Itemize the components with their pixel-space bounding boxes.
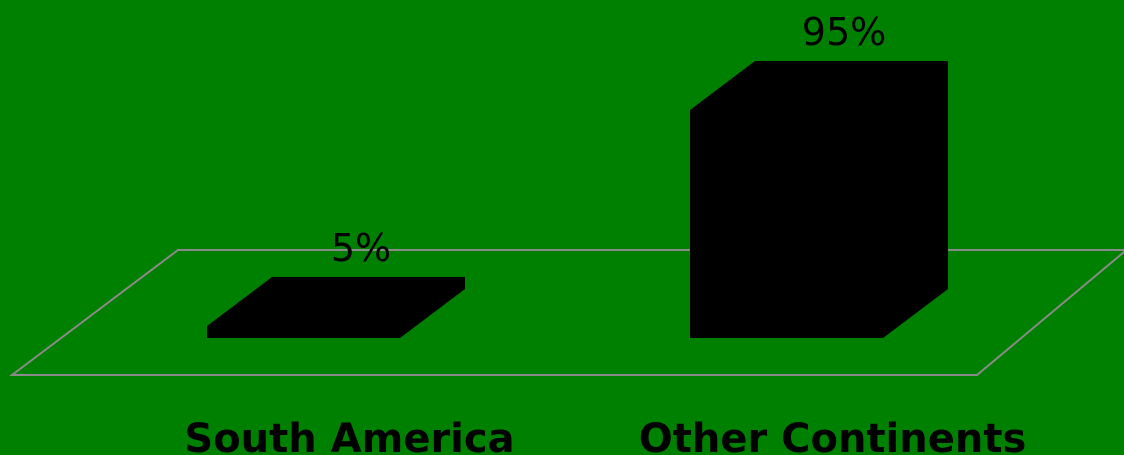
bar (207, 277, 465, 338)
floor (9, 249, 1124, 376)
x-tick-label: Other Continents (639, 416, 1027, 455)
data-label: 95% (802, 10, 886, 54)
x-tick-label: South America (184, 416, 514, 455)
bar (690, 61, 948, 338)
data-label: 5% (331, 226, 391, 270)
